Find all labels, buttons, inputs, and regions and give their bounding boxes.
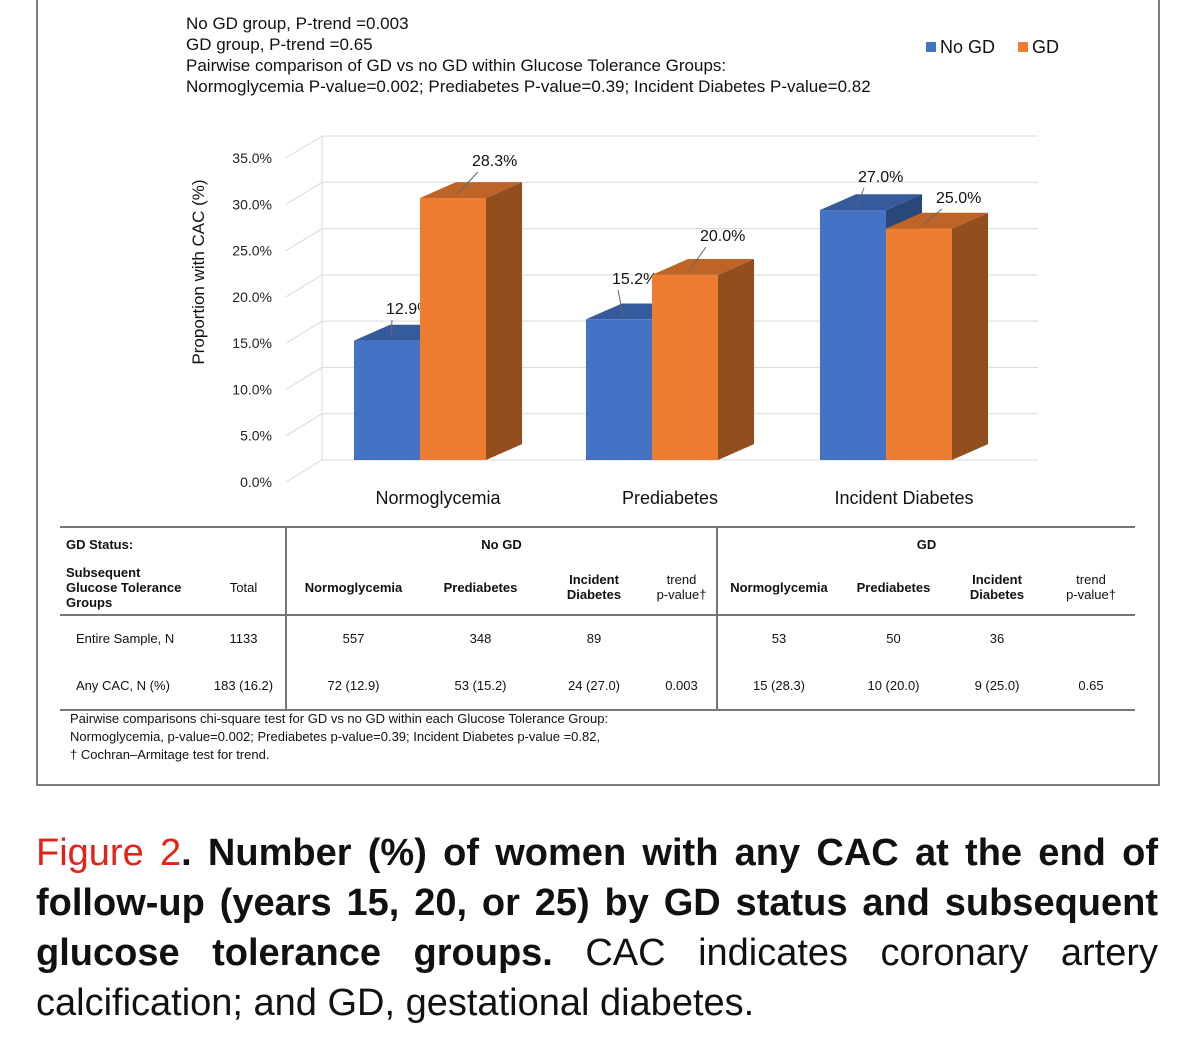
data-label-leader — [617, 289, 624, 316]
row-label: Entire Sample, N — [76, 631, 175, 646]
table-footnote-3: † Cochran–Armitage test for trend. — [70, 747, 270, 762]
data-label: 27.0% — [858, 169, 903, 186]
data-label: 28.3% — [472, 153, 517, 170]
no-gd-normo-cell: 72 (12.9) — [285, 661, 420, 711]
x-tick-label: Incident Diabetes — [834, 488, 973, 508]
no-gd-trend-cell — [647, 615, 717, 661]
legend-swatch — [926, 42, 936, 52]
gd-header: GD — [716, 526, 1135, 560]
cac-table: GD Status: No GD GD Subsequent Glucose T… — [60, 526, 1135, 711]
gd-pre-header: Prediabetes — [840, 560, 947, 616]
bar-side — [952, 212, 988, 460]
bar-no-gd-prediabetes — [586, 319, 652, 460]
table-footnote-2: Normoglycemia, p-value=0.002; Prediabete… — [70, 729, 601, 744]
data-label-leader — [456, 171, 479, 195]
gd-trend-cell — [1047, 615, 1135, 661]
data-label: 15.2% — [612, 271, 657, 288]
y-tick-label: 35.0% — [232, 150, 272, 166]
table-footnote-1: Pairwise comparisons chi-square test for… — [70, 711, 609, 726]
pairwise-note-title: Pairwise comparison of GD vs no GD withi… — [186, 56, 727, 75]
group-label: Subsequent Glucose Tolerance Groups — [60, 560, 202, 616]
gridline-depth — [285, 413, 323, 437]
y-tick-label: 30.0% — [232, 196, 272, 212]
total-header: Total — [202, 560, 286, 616]
row-label: Any CAC, N (%) — [60, 661, 202, 711]
caption-title: . Number (%) of women with any CAC at th… — [36, 832, 1158, 974]
no-gd-trend-header: trend p-value† — [647, 560, 717, 616]
trend-note-gd: GD group, P-trend =0.65 — [186, 35, 373, 54]
gd-pre-cell: 50 — [886, 631, 901, 646]
gd-trend-header: trend p-value† — [1047, 560, 1135, 616]
no-gd-incident-cell: 24 (27.0) — [541, 661, 647, 711]
y-tick-label: 15.0% — [232, 335, 272, 351]
gd-incident-header: Incident Diabetes — [947, 560, 1047, 616]
figure-caption: Figure 2. Number (%) of women with any C… — [36, 828, 1158, 1028]
data-label-leader — [390, 319, 393, 337]
legend-label: No GD — [940, 37, 995, 57]
total-cell: 183 (16.2) — [202, 661, 286, 711]
bar-gd-normoglycemia — [420, 198, 486, 460]
table-status-row: GD Status: No GD GD — [60, 526, 1135, 560]
bar-side — [486, 182, 522, 460]
gridline-depth — [285, 181, 323, 205]
table-row: Entire Sample, N 1133 557 348 89 53 50 3… — [60, 615, 1135, 661]
total-cell: 1133 — [229, 631, 258, 646]
bar-chart: 0.0% 5.0% 10.0% 15.0% 20.0% 25.0% 30.0% 35.0% Pr… — [189, 37, 1059, 508]
data-label-leader — [922, 208, 943, 225]
trend-note-no-gd: No GD group, P-trend =0.003 — [186, 14, 409, 33]
y-tick-label: 20.0% — [232, 289, 272, 305]
no-gd-pre-cell: 348 — [469, 631, 492, 646]
figure-label: Figure 2 — [36, 832, 182, 874]
no-gd-header: No GD — [285, 526, 717, 560]
x-tick-label: Normoglycemia — [375, 488, 501, 508]
y-axis-label: Proportion with CAC (%) — [189, 179, 208, 364]
gd-normo-cell: 53 — [716, 615, 840, 661]
data-label: 20.0% — [700, 228, 745, 245]
bar-gd-incident-diabetes — [886, 228, 952, 460]
gd-normo-cell: 15 (28.3) — [716, 661, 840, 711]
gd-incident-cell: 36 — [989, 631, 1005, 646]
caption-description: CAC indicates coronary artery calcificat… — [36, 932, 1158, 1024]
table-header-row: Subsequent Glucose Tolerance Groups Tota… — [60, 560, 1135, 616]
y-tick-label: 10.0% — [232, 381, 272, 397]
gridline-depth — [285, 459, 323, 483]
bar-top — [820, 194, 922, 211]
bar-top — [420, 182, 522, 199]
legend-swatch — [1018, 42, 1028, 52]
no-gd-normo-header: Normoglycemia — [285, 560, 420, 616]
figure-frame: 0.0% 5.0% 10.0% 15.0% 20.0% 25.0% 30.0% 35.0% Pr… — [36, 0, 1160, 786]
no-gd-pre-header: Prediabetes — [420, 560, 541, 616]
bar-top — [652, 259, 754, 275]
data-label-leader — [688, 246, 707, 272]
gd-status-label: GD Status: — [60, 526, 202, 560]
pairwise-note-values: Normoglycemia P-value=0.002; Prediabetes… — [186, 77, 871, 96]
y-tick-label: 0.0% — [240, 474, 272, 490]
gridline-depth — [285, 135, 323, 159]
no-gd-pre-cell: 53 (15.2) — [420, 661, 541, 711]
no-gd-incident-cell: 89 — [586, 631, 602, 646]
gd-pre-cell: 10 (20.0) — [840, 661, 947, 711]
y-tick-label: 25.0% — [232, 243, 272, 259]
x-tick-label: Prediabetes — [622, 488, 718, 508]
legend-label: GD — [1032, 37, 1059, 57]
y-tick-label: 5.0% — [240, 428, 272, 444]
gridline-depth — [285, 274, 323, 298]
gridline-depth — [285, 367, 323, 390]
data-label-leader — [856, 187, 865, 207]
gd-normo-header: Normoglycemia — [716, 560, 840, 616]
no-gd-incident-header: Incident Diabetes — [541, 560, 647, 616]
data-label: 25.0% — [936, 190, 981, 207]
bar-no-gd-normoglycemia — [354, 340, 420, 460]
gridline-depth — [285, 228, 323, 251]
bar-gd-prediabetes — [652, 274, 718, 460]
bar-top — [886, 212, 988, 229]
gd-incident-cell: 9 (25.0) — [947, 661, 1047, 711]
gd-trend-cell: 0.65 — [1047, 661, 1135, 711]
no-gd-normo-cell: 557 — [285, 615, 420, 661]
bar-no-gd-incident-diabetes — [820, 210, 886, 460]
gridline-depth — [285, 320, 323, 344]
no-gd-trend-cell: 0.003 — [647, 661, 717, 711]
table-row: Any CAC, N (%) 183 (16.2) 72 (12.9) 53 (… — [60, 661, 1135, 711]
bar-side — [718, 259, 754, 460]
